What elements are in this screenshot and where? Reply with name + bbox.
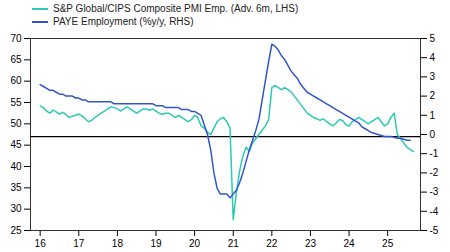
- svg-text:30: 30: [10, 203, 22, 214]
- svg-text:25: 25: [382, 238, 394, 249]
- html-text:PAYE Employment (%y/y, RHS): PAYE Employment (%y/y, RHS): [53, 16, 194, 27]
- svg-text:-1: -1: [430, 148, 439, 159]
- svg-text:4: 4: [430, 52, 436, 63]
- svg-text:25: 25: [10, 225, 22, 236]
- svg-text:17: 17: [73, 238, 85, 249]
- svg-text:19: 19: [150, 238, 162, 249]
- svg-text:-2: -2: [430, 167, 439, 178]
- svg-text:50: 50: [10, 118, 22, 129]
- svg-text:21: 21: [228, 238, 240, 249]
- svg-text:23: 23: [305, 238, 317, 249]
- svg-text:1: 1: [430, 110, 436, 121]
- svg-text:2: 2: [430, 90, 436, 101]
- svg-text:20: 20: [189, 238, 201, 249]
- svg-text:5: 5: [430, 33, 436, 44]
- svg-text:22: 22: [266, 238, 278, 249]
- svg-text:60: 60: [10, 75, 22, 86]
- svg-text:3: 3: [430, 71, 436, 82]
- svg-text:40: 40: [10, 161, 22, 172]
- svg-text:0: 0: [430, 129, 436, 140]
- html-text:S&P Global/CIPS Composite PMI: S&P Global/CIPS Composite PMI Emp. (Adv.…: [53, 3, 299, 14]
- svg-text:18: 18: [112, 238, 124, 249]
- svg-text:45: 45: [10, 139, 22, 150]
- svg-text:24: 24: [344, 238, 356, 249]
- svg-text:16: 16: [35, 238, 47, 249]
- svg-text:70: 70: [10, 33, 22, 44]
- svg-text:65: 65: [10, 54, 22, 65]
- svg-text:-5: -5: [430, 225, 439, 236]
- svg-text:55: 55: [10, 97, 22, 108]
- svg-text:35: 35: [10, 182, 22, 193]
- svg-text:-4: -4: [430, 206, 439, 217]
- svg-text:-3: -3: [430, 186, 439, 197]
